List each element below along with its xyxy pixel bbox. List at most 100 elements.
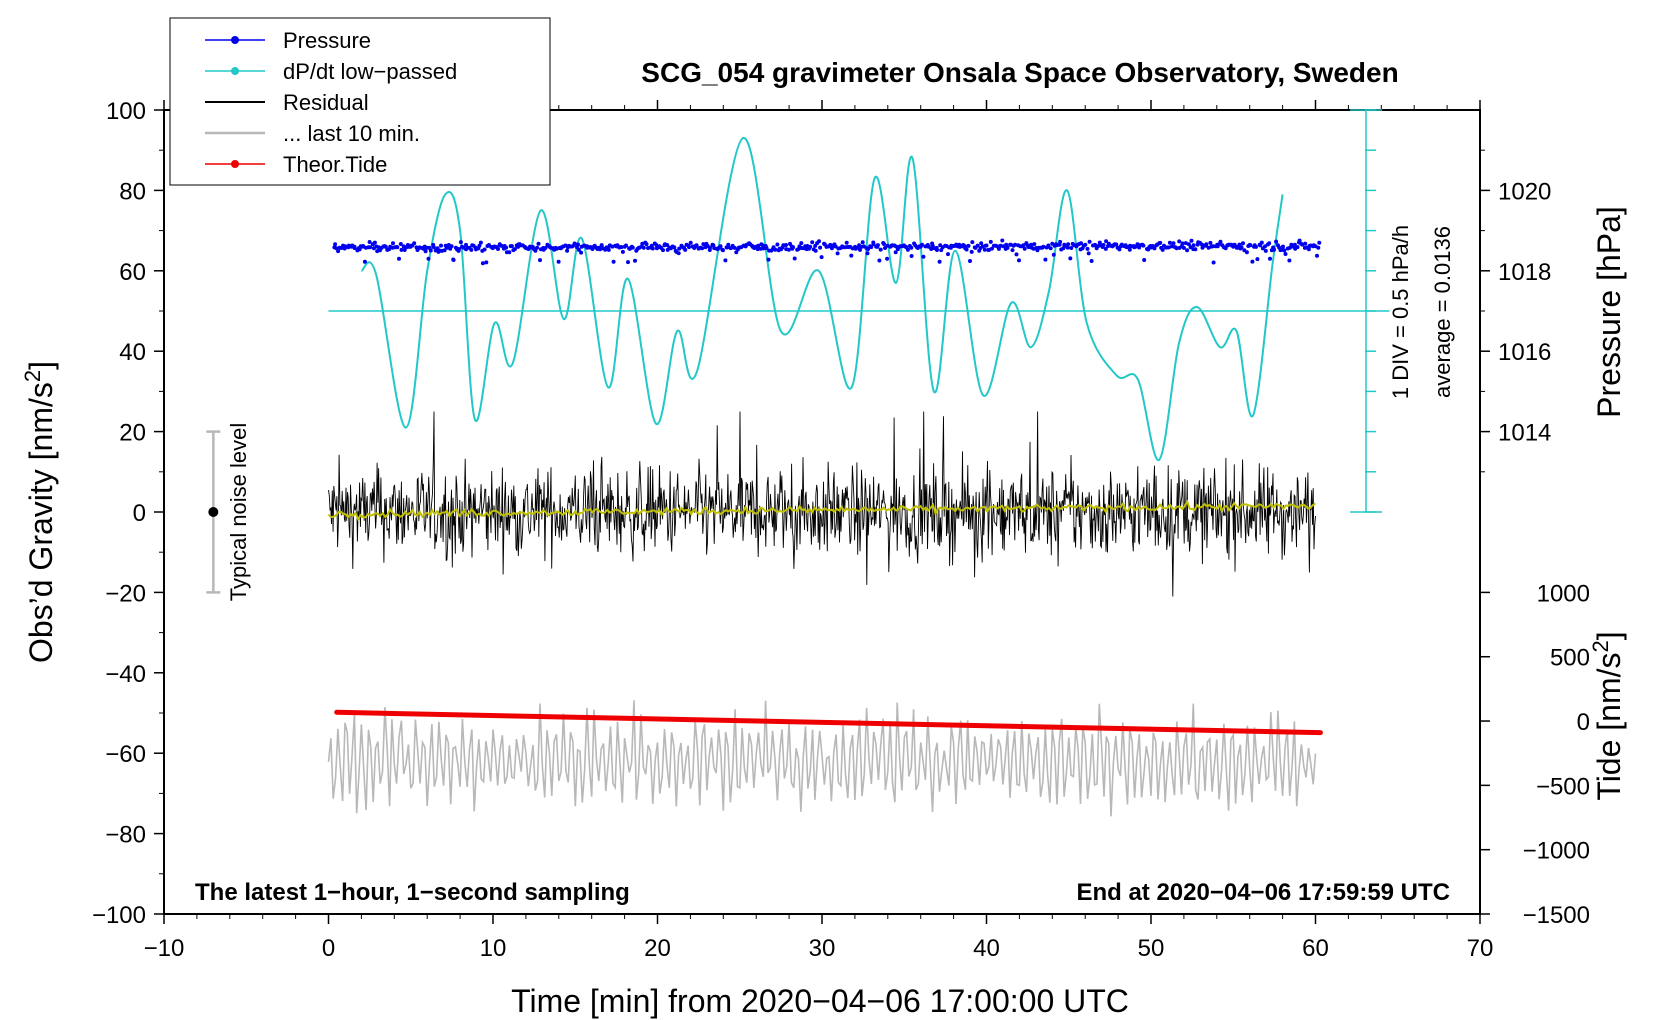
- pressure-point: [860, 240, 865, 245]
- pressure-point: [988, 239, 993, 244]
- pressure-point: [1268, 256, 1272, 261]
- y-axis-label-left-main: Obs’d Gravity [nm/s: [23, 382, 59, 663]
- pressure-point: [920, 242, 924, 247]
- pressure-point: [721, 248, 725, 253]
- pressure-point: [1208, 240, 1213, 245]
- pressure-point: [1259, 240, 1264, 245]
- pressure-point: [1272, 247, 1276, 252]
- pressure-point: [791, 245, 796, 250]
- pressure-point: [849, 253, 854, 258]
- pressure-point: [1013, 242, 1018, 247]
- pressure-point: [921, 254, 926, 259]
- chart-title: SCG_054 gravimeter Onsala Space Observat…: [641, 57, 1398, 88]
- x-tick-label: 50: [1138, 935, 1165, 962]
- pressure-point: [1058, 239, 1063, 244]
- pressure-point: [449, 244, 454, 249]
- pressure-point: [1141, 243, 1146, 248]
- pressure-point: [469, 247, 474, 252]
- pressure-point: [732, 245, 737, 250]
- pressure-point: [817, 239, 821, 244]
- pressure-point: [496, 247, 500, 251]
- y-tick-label-left: 60: [119, 259, 146, 286]
- pressure-point: [683, 247, 688, 252]
- pressure-point: [1160, 247, 1165, 252]
- pressure-point: [998, 243, 1003, 248]
- pressure-point: [708, 245, 712, 250]
- pressure-point: [1085, 246, 1090, 251]
- pressure-point: [1244, 250, 1249, 255]
- pressure-point: [1193, 247, 1198, 252]
- y-tick-label-left: 100: [106, 98, 146, 125]
- pressure-point: [694, 243, 699, 248]
- pressure-point: [1263, 244, 1267, 249]
- y-tick-label-left: −20: [105, 580, 146, 607]
- y-axis-label-tide: Tide [nm/s2]: [1588, 631, 1627, 800]
- pressure-point: [1241, 241, 1245, 246]
- pressure-point: [1185, 248, 1190, 253]
- pressure-point: [572, 241, 577, 246]
- pressure-point: [766, 257, 771, 262]
- legend-item-residual: Residual: [205, 90, 369, 115]
- pressure-point: [536, 241, 541, 246]
- pressure-point: [1093, 242, 1098, 247]
- pressure-point: [1065, 245, 1070, 250]
- pressure-point: [844, 240, 849, 245]
- legend-item-last10: ... last 10 min.: [205, 121, 420, 146]
- residual-line: [328, 411, 1316, 597]
- pressure-point: [937, 259, 942, 264]
- pressure-point: [1117, 247, 1122, 252]
- pressure-point: [538, 258, 542, 263]
- pressure-point: [626, 260, 630, 265]
- pressure-point: [1004, 242, 1009, 247]
- pressure-point: [773, 247, 778, 252]
- pressure-point: [451, 258, 456, 262]
- pressure-point: [1297, 238, 1302, 243]
- pressure-point: [1183, 241, 1188, 246]
- pressure-point: [883, 246, 887, 250]
- pressure-point: [775, 242, 780, 247]
- x-tick-label: 60: [1302, 935, 1329, 962]
- pressure-point: [1186, 242, 1191, 247]
- y-tick-label-tide: 0: [1577, 709, 1590, 736]
- pressure-point: [1158, 240, 1163, 245]
- theoretical-tide-line: [334, 709, 1323, 736]
- pressure-point: [909, 245, 914, 250]
- x-tick-label: 20: [644, 935, 671, 962]
- pressure-point: [1041, 244, 1046, 249]
- pressure-point: [1127, 247, 1132, 252]
- pressure-point: [423, 249, 428, 254]
- annotation-bottom-left: The latest 1−hour, 1−second sampling: [195, 879, 630, 906]
- pressure-point: [858, 247, 862, 252]
- pressure-point: [1014, 252, 1019, 257]
- pressure-point: [1283, 252, 1288, 256]
- pressure-point: [334, 246, 339, 251]
- pressure-point: [968, 259, 972, 263]
- y-axis-label-tide-sup: 2: [1588, 640, 1613, 652]
- axes-ticks: −10 0 10 20 30 40 50 60 70100806040200−20−40−60−…: [92, 98, 1590, 962]
- pressure-point: [352, 246, 357, 250]
- pressure-point: [1171, 241, 1176, 246]
- pressure-point: [1010, 248, 1015, 253]
- pressure-point: [672, 245, 677, 250]
- pressure-point: [439, 243, 443, 248]
- pressure-point: [650, 246, 655, 251]
- pressure-point: [641, 245, 646, 250]
- pressure-point: [620, 249, 625, 254]
- noise-bar-center-dot: [208, 507, 219, 517]
- annotation-bottom-right: End at 2020−04−06 17:59:59 UTC: [1076, 879, 1450, 906]
- pressure-point: [1096, 244, 1101, 249]
- pressure-point: [1142, 258, 1147, 262]
- pressure-point: [1316, 245, 1321, 250]
- pressure-point: [1287, 258, 1292, 263]
- pressure-point: [875, 243, 880, 248]
- pressure-point: [1069, 246, 1074, 250]
- pressure-point: [1000, 238, 1005, 243]
- last-10-min-line: [327, 700, 1317, 817]
- pressure-point: [1248, 243, 1253, 248]
- pressure-point: [1218, 239, 1223, 244]
- pressure-point: [764, 246, 769, 250]
- pressure-point: [1191, 243, 1196, 248]
- pressure-point: [1189, 238, 1194, 243]
- y-tick-label-pressure: 1018: [1498, 259, 1551, 286]
- x-tick-label: 10: [480, 935, 507, 962]
